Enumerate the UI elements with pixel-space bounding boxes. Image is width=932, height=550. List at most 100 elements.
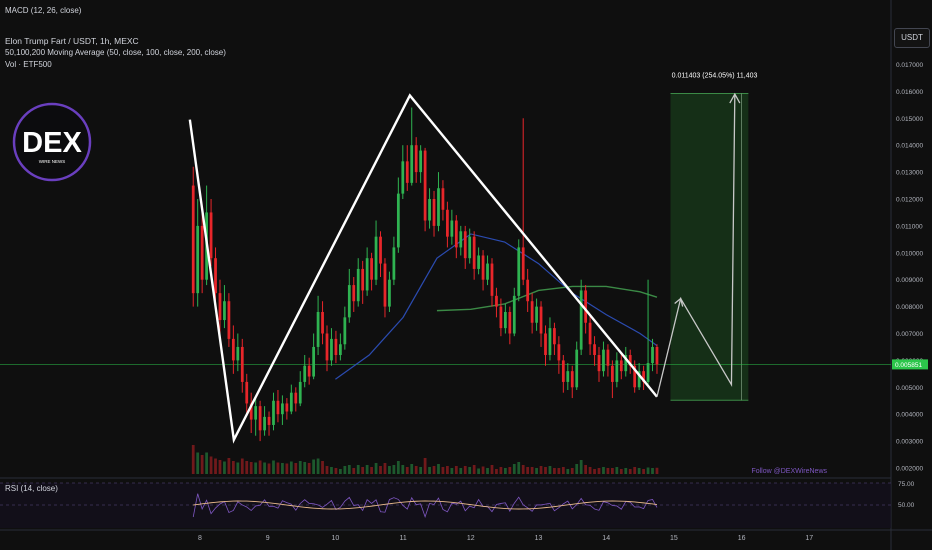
volume-bar — [419, 467, 423, 474]
price-axis[interactable]: 0.0020000.0030000.0040000.0050000.006000… — [892, 62, 928, 473]
price-tick-label: 0.009000 — [896, 277, 923, 284]
candle-body — [628, 355, 632, 366]
candle-body — [321, 311, 324, 334]
volume-bar — [236, 462, 240, 474]
volume-bar — [356, 465, 360, 474]
volume-bar — [539, 466, 543, 474]
volume-bar — [374, 463, 378, 474]
volume-bar — [410, 464, 414, 474]
candle-body — [584, 290, 588, 323]
candle-body — [508, 311, 512, 334]
candle-body — [588, 322, 592, 345]
volume-bar — [401, 465, 405, 474]
volume-bar — [298, 461, 302, 474]
volume-bar — [338, 469, 342, 474]
rsi-level-upper: 75.00 — [898, 481, 915, 488]
candle-body — [432, 199, 436, 226]
rsi-band — [0, 483, 891, 528]
candle-body — [263, 416, 266, 431]
candle-body — [334, 338, 338, 356]
volume-bar — [365, 465, 369, 474]
price-tick-label: 0.011000 — [896, 223, 923, 230]
volume-bar — [263, 462, 266, 474]
volume-bar — [651, 468, 654, 474]
candle-body — [281, 403, 284, 415]
volume-bar — [316, 458, 320, 474]
volume-bar — [352, 468, 356, 474]
candle-body — [365, 258, 369, 291]
time-tick-label: 9 — [266, 535, 270, 542]
volume-bar — [490, 465, 494, 474]
candle-body — [414, 145, 418, 173]
ma-short-line — [335, 233, 658, 380]
candle-body — [544, 333, 547, 356]
rsi-indicator-label[interactable]: RSI (14, close) — [5, 484, 58, 493]
candle-body — [642, 371, 645, 382]
volume-bar — [249, 462, 253, 474]
price-tick-label: 0.004000 — [896, 412, 923, 419]
volume-bar — [584, 465, 588, 474]
candle-body — [633, 365, 637, 388]
candle-body — [606, 349, 610, 366]
volume-bar — [307, 463, 311, 474]
candle-body — [196, 225, 200, 294]
candle-body — [392, 247, 396, 280]
candle-body — [553, 328, 556, 345]
volume-bar — [361, 467, 365, 474]
candle-body — [548, 328, 552, 356]
volume-bar — [588, 467, 592, 474]
candle-body — [512, 295, 516, 334]
chart-title[interactable]: Elon Trump Fart / USDT, 1h, MEXC — [5, 36, 139, 46]
volume-bar — [508, 467, 512, 474]
current-price-label: 0.005851 — [895, 362, 922, 369]
candle-body — [276, 400, 280, 415]
candle-body — [325, 333, 329, 361]
volume-bar — [258, 460, 262, 474]
volume-bar — [566, 469, 570, 474]
candle-body — [530, 301, 534, 323]
candle-body — [651, 346, 654, 364]
candle-body — [499, 306, 503, 329]
volume-bar — [611, 468, 614, 474]
forecast-arrowhead — [729, 92, 741, 104]
candle-body — [428, 199, 431, 221]
moving-average-label[interactable]: 50,100,200 Moving Average (50, close, 10… — [5, 48, 226, 57]
volume-bar — [383, 463, 387, 474]
ma-long-line — [436, 285, 658, 312]
volume-bar — [486, 468, 489, 474]
candle-body — [517, 247, 521, 296]
macd-indicator-label[interactable]: MACD (12, 26, close) — [5, 6, 82, 15]
target-label: 0.011403 (254.05%) 11,403 — [672, 72, 758, 79]
volume-bar — [642, 469, 645, 474]
time-axis[interactable]: 8 9 10 11 12 13 14 15 16 17 — [198, 535, 813, 542]
candle-body — [637, 371, 641, 388]
volume-bar — [619, 469, 623, 474]
candle-body — [405, 161, 409, 183]
candle-body — [214, 258, 217, 294]
volume-bar — [499, 467, 503, 474]
candle-body — [227, 301, 231, 339]
candle-body — [383, 263, 387, 307]
candle-body — [361, 268, 365, 291]
candle-body — [561, 360, 565, 382]
candle-body — [521, 247, 525, 280]
volume-bar — [521, 465, 525, 474]
volume-bar — [205, 452, 208, 474]
candle-body — [285, 403, 289, 412]
currency-button[interactable]: USDT — [894, 28, 930, 48]
candle-body — [539, 306, 543, 334]
volume-bar — [606, 468, 610, 474]
volume-bar — [343, 466, 347, 474]
volume-bar — [254, 462, 258, 474]
volume-label[interactable]: Vol · ETF500 — [5, 60, 52, 69]
candle-body — [218, 293, 222, 321]
volume-bar — [240, 458, 244, 474]
candle-body — [356, 268, 360, 302]
logo-text: DEX — [22, 127, 82, 159]
candle-body — [602, 349, 605, 372]
volume-bar — [437, 464, 440, 474]
volume-bar — [593, 469, 596, 474]
candle-body — [655, 346, 659, 365]
candle-body — [490, 263, 494, 296]
